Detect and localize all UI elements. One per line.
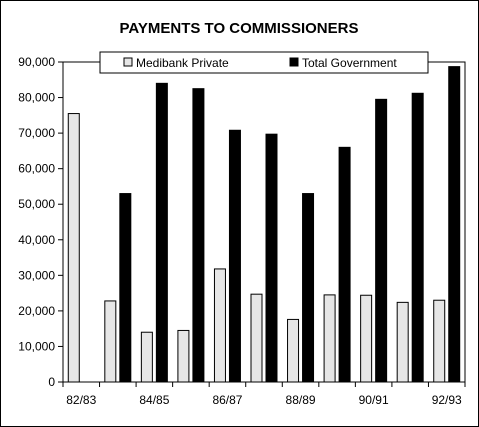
bar-medibank-private (287, 318, 300, 383)
bar-total-government (265, 133, 278, 383)
bar-medibank-private (396, 301, 409, 383)
bar-total-government (302, 193, 315, 383)
y-tick-label: 10,000 (18, 339, 55, 353)
y-tick-label: 20,000 (18, 304, 55, 318)
bar-total-government (411, 92, 424, 383)
bar-medibank-private (360, 294, 373, 383)
x-tick-label: 86/87 (212, 393, 242, 407)
bar-medibank-private (323, 294, 336, 383)
bar-total-government (338, 146, 351, 383)
bar-medibank-private (250, 293, 263, 383)
bar-total-government (119, 193, 132, 383)
bar-total-government (192, 88, 205, 383)
legend-label-medibank: Medibank Private (136, 56, 229, 70)
y-tick-label: 80,000 (18, 91, 55, 105)
bar-medibank-private (140, 331, 153, 383)
y-tick-label: 50,000 (18, 197, 55, 211)
bar-medibank-private (104, 300, 117, 383)
bar-medibank-private (177, 329, 190, 383)
bar-medibank-private (213, 268, 226, 383)
x-tick-label: 82/83 (66, 393, 96, 407)
legend-box (99, 51, 429, 74)
y-tick-label: 90,000 (18, 55, 55, 69)
x-tick-label: 88/89 (286, 393, 316, 407)
bar-total-government (448, 66, 461, 383)
legend-label-total-government: Total Government (302, 56, 397, 70)
legend: Medibank Private Total Government (99, 51, 429, 74)
y-tick-label: 70,000 (18, 126, 55, 140)
y-tick-label: 40,000 (18, 233, 55, 247)
bar-medibank-private (67, 113, 80, 383)
bar-total-government (375, 98, 388, 383)
bar-medibank-private (433, 299, 446, 383)
chart-title: PAYMENTS TO COMMISSIONERS (120, 20, 359, 37)
bars (67, 66, 461, 383)
x-tick-label: 84/85 (139, 393, 169, 407)
y-tick-label: 30,000 (18, 268, 55, 282)
bar-total-government (155, 82, 168, 383)
y-tick-label: 60,000 (18, 162, 55, 176)
legend-swatch-total-government (289, 57, 299, 67)
y-tick-label: 0 (48, 375, 55, 389)
legend-swatch-medibank (123, 57, 133, 67)
x-tick-label: 90/91 (359, 393, 389, 407)
bar-total-government (228, 129, 241, 383)
x-tick-label: 92/93 (432, 393, 462, 407)
